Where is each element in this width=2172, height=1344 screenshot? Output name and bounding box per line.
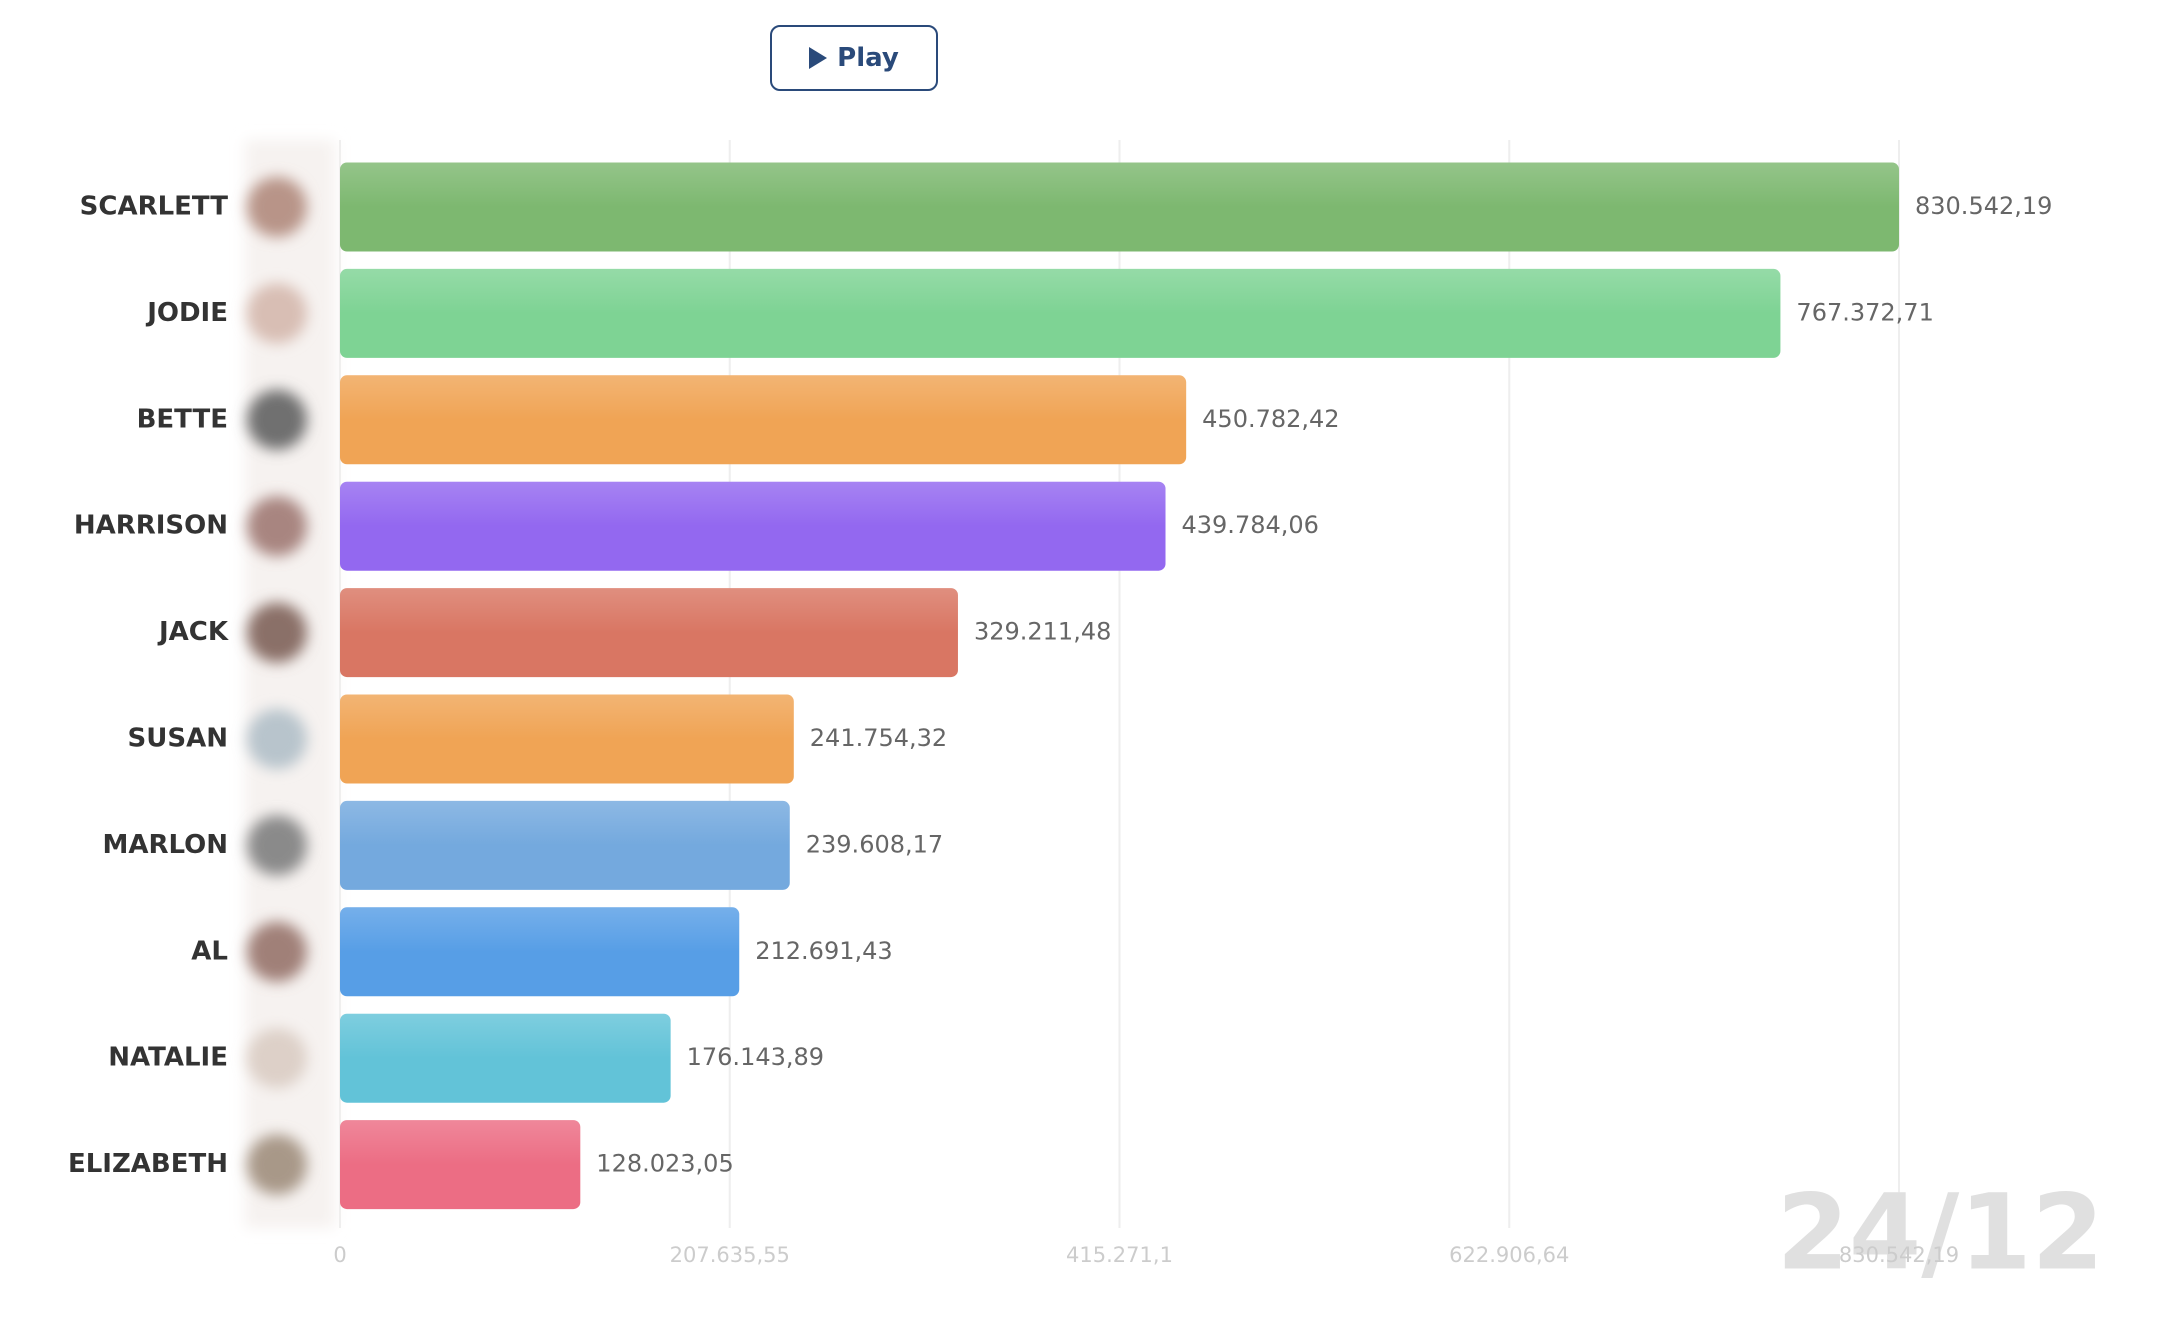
category-label: HARRISON (74, 511, 228, 541)
avatar (247, 921, 307, 982)
play-label: Play (837, 43, 899, 73)
x-tick-label: 622.906,64 (1449, 1243, 1569, 1267)
avatar (247, 496, 307, 557)
bar-shine (340, 162, 1899, 252)
value-label: 830.542,19 (1915, 192, 2052, 220)
x-tick-label: 207.635,55 (670, 1243, 790, 1267)
value-label: 450.782,42 (1202, 405, 1339, 433)
bar-shine (340, 588, 958, 678)
avatar (247, 177, 307, 237)
bar-shine (340, 800, 790, 890)
category-label: SUSAN (128, 724, 228, 754)
category-label: ELIZABETH (68, 1149, 228, 1179)
date-label: 24/12 (1777, 1171, 2104, 1293)
avatar (247, 1134, 307, 1195)
category-label: SCARLETT (80, 192, 229, 222)
category-label: JACK (157, 617, 229, 647)
play-button[interactable]: Play (770, 25, 938, 91)
bar-shine (340, 481, 1166, 571)
bar-shine (340, 1013, 671, 1103)
bar-shine (340, 907, 740, 997)
bar-shine (340, 1120, 581, 1210)
category-label: BETTE (137, 404, 228, 434)
bar-shine (340, 268, 1781, 358)
value-label: 212.691,43 (755, 937, 892, 965)
value-label: 128.023,05 (596, 1150, 733, 1178)
value-label: 439.784,06 (1182, 511, 1319, 539)
category-label: AL (191, 936, 228, 966)
category-label: NATALIE (108, 1043, 228, 1073)
avatar (247, 389, 307, 450)
category-label: MARLON (102, 830, 228, 860)
avatar (247, 815, 307, 876)
avatar (247, 709, 307, 769)
value-label: 241.754,32 (810, 724, 947, 752)
play-icon (809, 47, 828, 69)
value-label: 239.608,17 (806, 830, 943, 858)
avatar (247, 1028, 307, 1089)
bar-shine (340, 694, 794, 784)
avatar (247, 283, 307, 344)
x-tick-label: 0 (333, 1243, 346, 1267)
value-label: 767.372,71 (1796, 298, 1933, 326)
bar-shine (340, 375, 1187, 465)
category-label: JODIE (145, 298, 228, 328)
x-tick-label: 830.542,19 (1839, 1243, 1959, 1267)
avatar (247, 602, 307, 663)
value-label: 329.211,48 (974, 618, 1111, 646)
x-tick-label: 415.271,1 (1066, 1243, 1173, 1267)
value-label: 176.143,89 (687, 1043, 824, 1071)
